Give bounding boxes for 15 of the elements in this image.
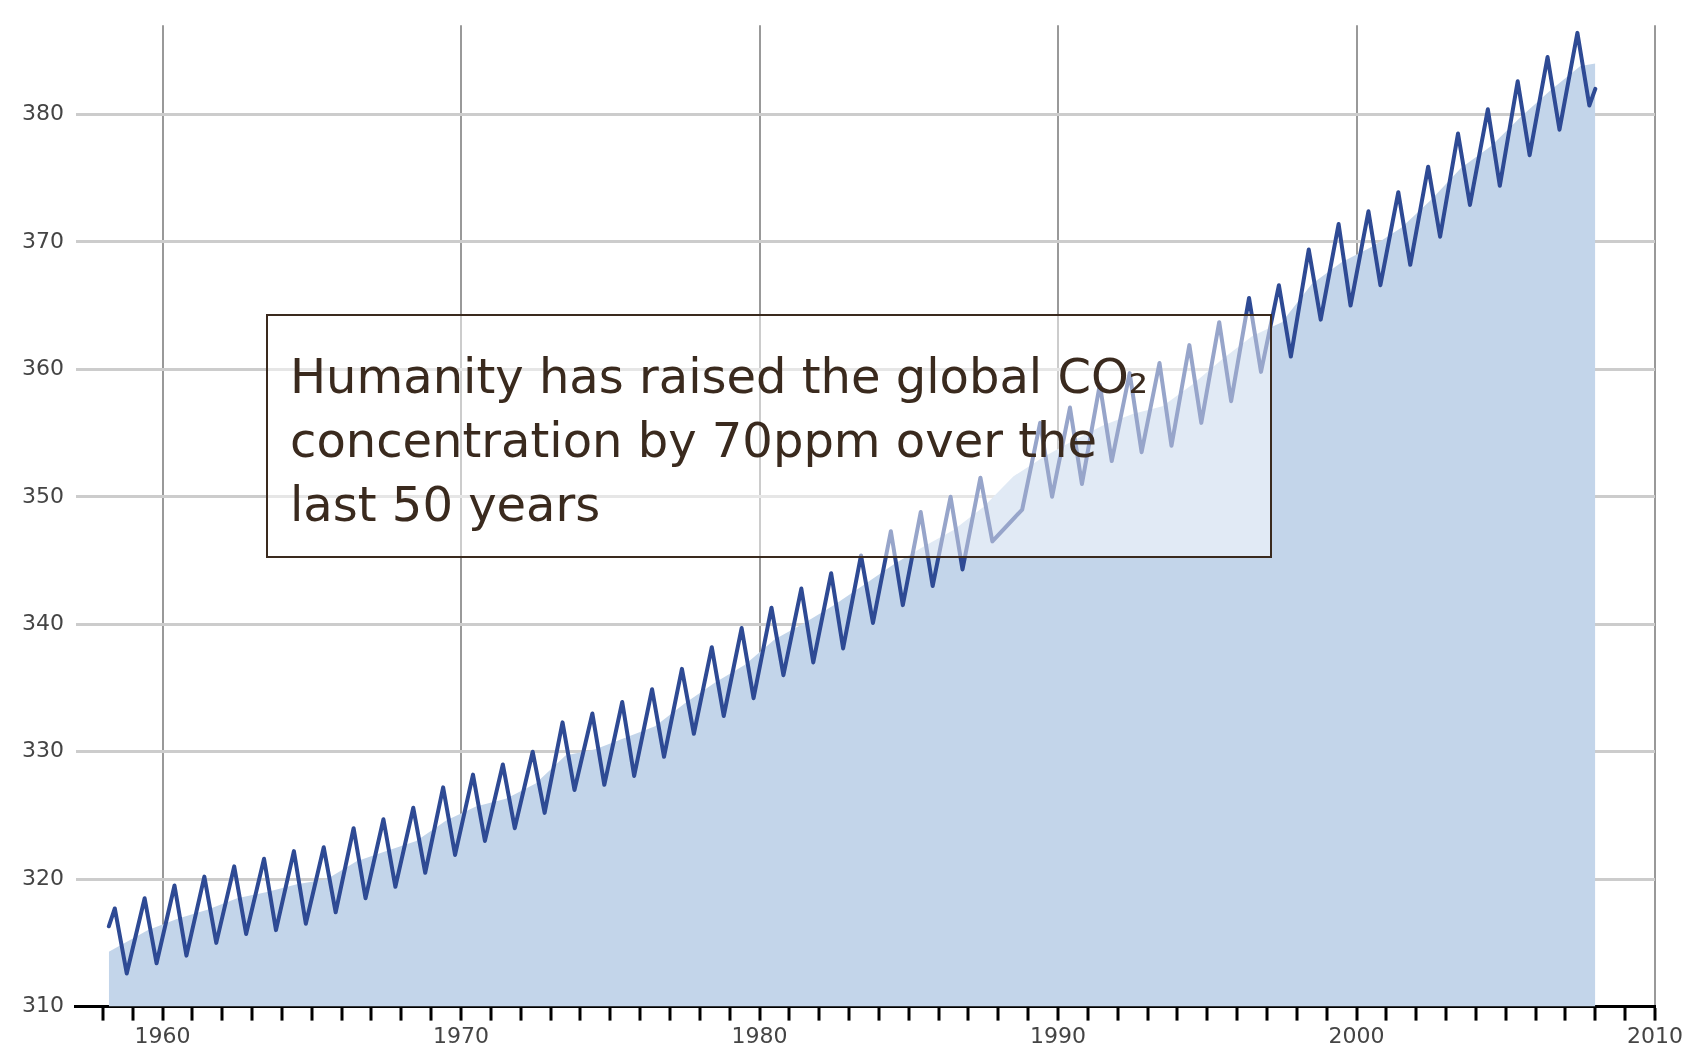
x-tick-label: 1980: [731, 1022, 788, 1048]
y-tick-label: 310: [21, 992, 64, 1018]
y-tick-label: 340: [21, 609, 64, 635]
x-tick-label: 2010: [1627, 1022, 1684, 1048]
y-tick-label: 370: [21, 227, 64, 253]
y-tick-label: 320: [21, 864, 64, 890]
x-tick-label: 2000: [1328, 1022, 1385, 1048]
x-tick-label: 1990: [1030, 1022, 1087, 1048]
x-tick-label: 1970: [433, 1022, 490, 1048]
y-tick-label: 380: [21, 100, 64, 126]
annotation: Humanity has raised the global CO₂ concentration by 70ppm over the last 50 years: [266, 314, 1272, 558]
y-tick-label: 350: [21, 482, 64, 508]
y-tick-label: 330: [21, 737, 64, 763]
y-tick-label: 360: [21, 355, 64, 381]
x-tick-label: 1960: [134, 1022, 191, 1048]
